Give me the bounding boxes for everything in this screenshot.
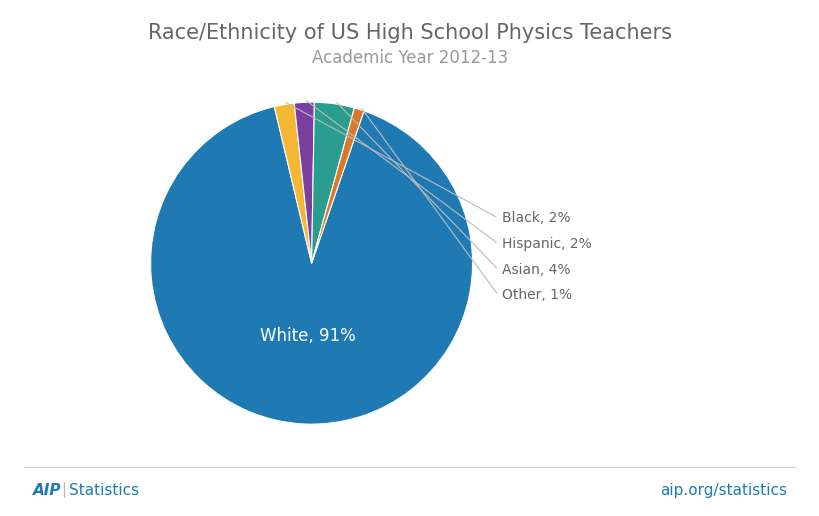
Text: Other, 1%: Other, 1% (501, 288, 571, 302)
Text: Asian, 4%: Asian, 4% (501, 263, 569, 277)
Wedge shape (311, 108, 364, 263)
Text: Hispanic, 2%: Hispanic, 2% (501, 237, 590, 251)
Wedge shape (294, 102, 314, 263)
Text: White, 91%: White, 91% (260, 327, 355, 345)
Text: Academic Year 2012-13: Academic Year 2012-13 (311, 49, 508, 67)
Text: Black, 2%: Black, 2% (501, 211, 569, 225)
Text: Statistics: Statistics (69, 482, 139, 498)
Wedge shape (274, 103, 311, 263)
Text: AIP: AIP (33, 482, 61, 498)
Wedge shape (311, 102, 354, 263)
Wedge shape (151, 106, 472, 424)
Text: Race/Ethnicity of US High School Physics Teachers: Race/Ethnicity of US High School Physics… (147, 23, 672, 43)
Text: |: | (61, 482, 66, 498)
Text: aip.org/statistics: aip.org/statistics (659, 482, 786, 498)
